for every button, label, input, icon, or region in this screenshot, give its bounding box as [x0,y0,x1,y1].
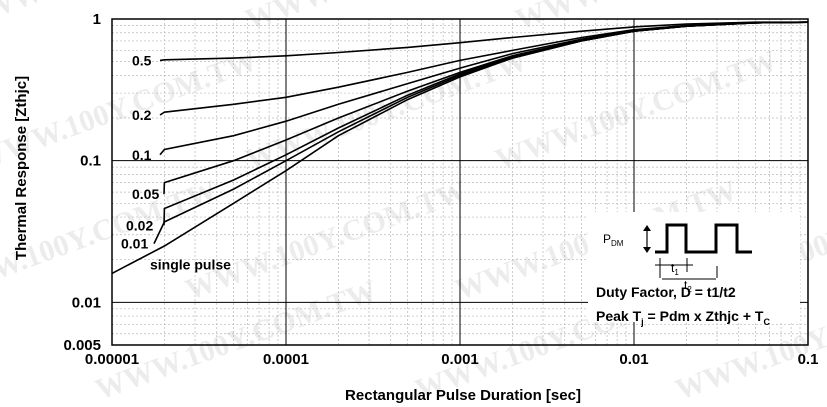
y-tick-label: 0.01 [72,294,101,311]
curve-label-0p05: 0.05 [132,186,159,202]
curve-label-0p2: 0.2 [132,107,152,123]
watermark-text: WWW.100Y.COM.TW [91,274,381,407]
curve-label-0p02: 0.02 [126,217,153,233]
pdm-arrow-head-bottom [643,247,651,253]
x-tick-label: 0.0001 [263,351,309,368]
y-tick-labels: 1 0.1 0.01 0.005 [63,11,101,354]
watermark-text: WWW.100Y.COM.TW [0,44,261,177]
y-tick-label: 0.1 [80,153,101,170]
curve-label-single-pulse: single pulse [150,256,231,272]
x-axis-title: Rectangular Pulse Duration [sec] [345,387,581,404]
t2-label: t2 [684,278,692,294]
x-tick-label: 0.00001 [85,351,139,368]
curve-label-0p01: 0.01 [121,236,148,252]
x-tick-label: 0.001 [441,351,479,368]
y-axis-title: Thermal Response [Zthjc] [13,76,30,260]
curve-label-0p5: 0.5 [132,52,152,68]
x-tick-label: 0.1 [798,351,819,368]
curve-single-pulse [111,21,809,275]
watermark-text: WWW.100Y.COM.TW [491,44,781,177]
x-tick-label: 0.01 [619,351,648,368]
curve-label-0p1: 0.1 [132,147,152,163]
y-tick-label: 0.005 [63,337,101,354]
pdm-label: PDM [603,232,624,248]
duty-factor-text: Duty Factor, D = t1/t2 [596,284,736,300]
plot-frame [111,18,809,346]
curves [111,21,809,275]
inset-background [588,212,800,322]
t1-label: t1 [671,261,679,277]
pdm-arrow-head-top [643,225,651,231]
peak-temp-text: Peak Tj = Pdm x Zthjc + TC [596,308,770,327]
x-tick-labels: 0.00001 0.0001 0.001 0.01 0.1 [85,351,819,368]
y-tick-label: 1 [93,11,101,28]
curve-0p5 [159,21,808,62]
pulse-waveform [655,223,752,254]
duty-cycle-inset: PDM t1 t2 Duty Factor, D = t1/t2 Peak Tj… [588,212,800,327]
